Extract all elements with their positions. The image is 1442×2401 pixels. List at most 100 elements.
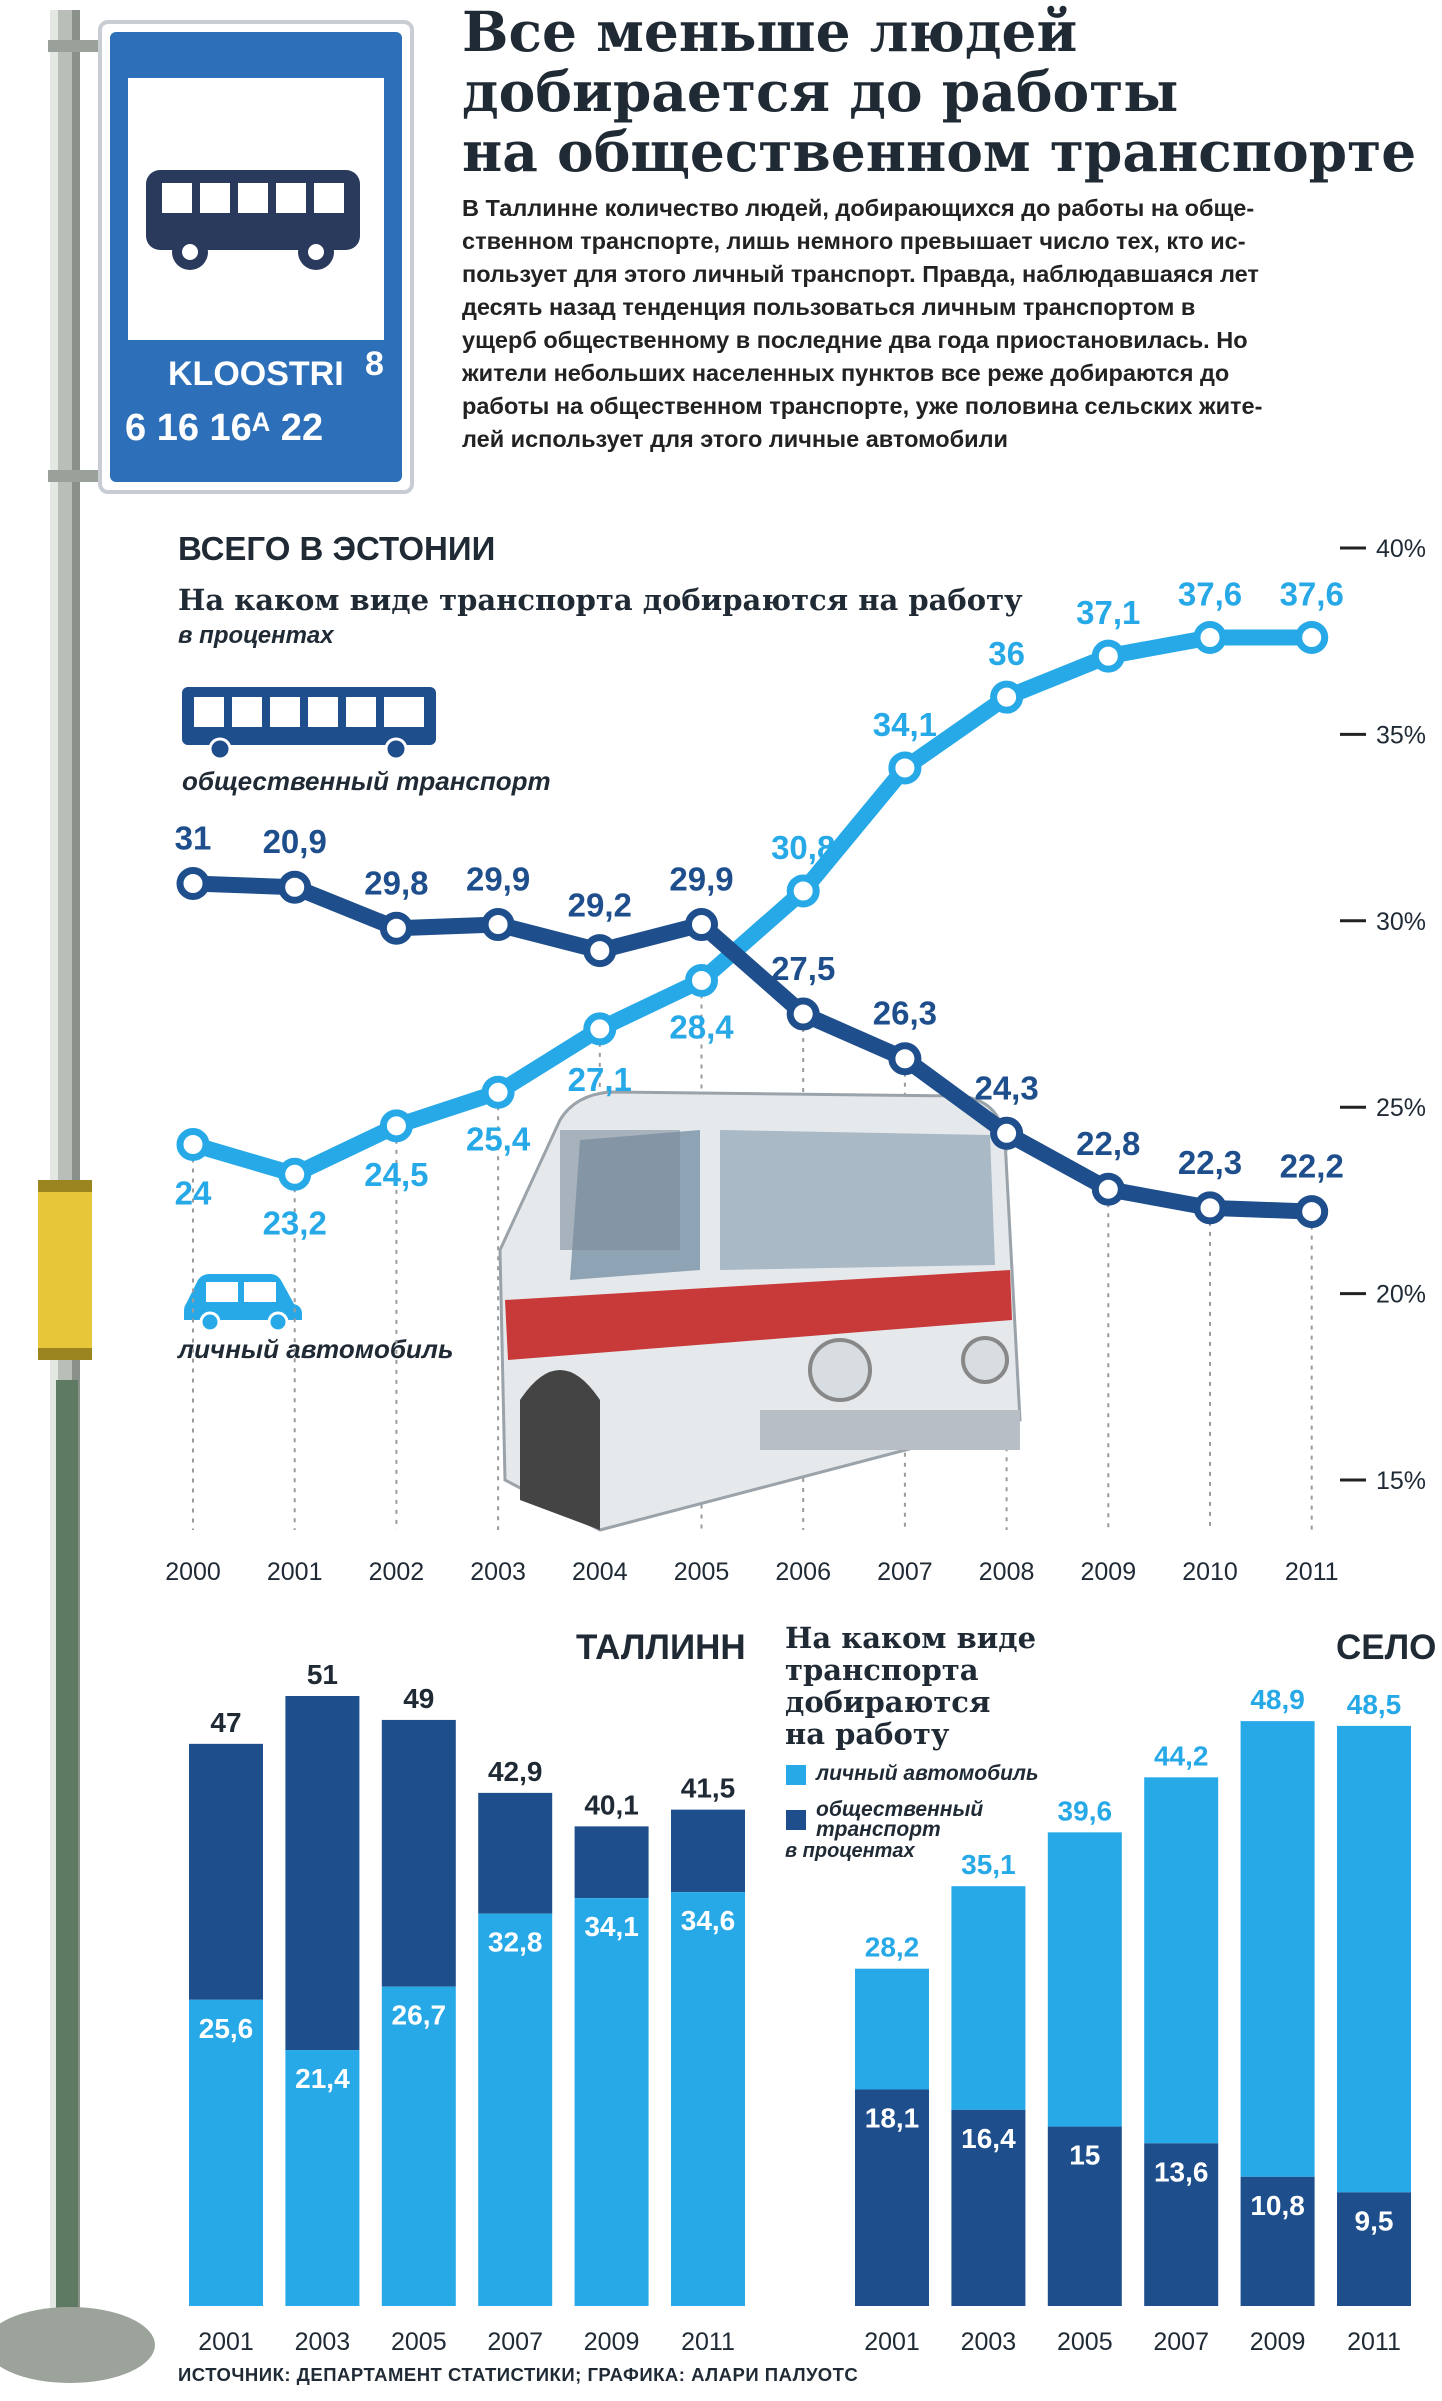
bar-total-label: 48,9 bbox=[1250, 1684, 1305, 1715]
intro-line: В Таллинне количество людей, добирающихс… bbox=[462, 195, 1255, 221]
bar-segment-car bbox=[1047, 1832, 1122, 2127]
legend-unit: в процентах bbox=[785, 1840, 915, 1862]
data-label-car: 27,1 bbox=[568, 1061, 632, 1098]
intro-line: лей использует для этого личные автомоби… bbox=[462, 426, 1008, 452]
section-unit: в процентах bbox=[178, 622, 334, 649]
bar-x-label: 2011 bbox=[681, 2328, 735, 2356]
bar-segment-label: 32,8 bbox=[488, 1927, 543, 1958]
y-tick-label: 30% bbox=[1376, 908, 1426, 936]
bar-segment-label: 34,6 bbox=[681, 1905, 736, 1936]
x-tick-label: 2003 bbox=[470, 1558, 526, 1586]
bar-total-label: 49 bbox=[403, 1683, 434, 1714]
section-question: На каком виде транспорта добираются на р… bbox=[178, 583, 1023, 617]
data-label-public: 22,2 bbox=[1280, 1148, 1344, 1185]
bar-segment-label: 9,5 bbox=[1355, 2205, 1394, 2236]
bar-segment-car bbox=[189, 1999, 263, 2306]
bus-sign-route-right: 8 bbox=[365, 345, 384, 383]
intro-line: жители небольших населенных пунктов все … bbox=[462, 360, 1230, 386]
data-point-public bbox=[685, 908, 718, 942]
bar-segment-car bbox=[285, 2050, 360, 2306]
data-point-car bbox=[1091, 639, 1125, 673]
section-title: ВСЕГО В ЭСТОНИИ bbox=[178, 530, 496, 567]
bar-total-label: 44,2 bbox=[1154, 1740, 1209, 1771]
bar-total-label: 41,5 bbox=[681, 1773, 736, 1804]
intro-line: десять назад тенденция пользоваться личн… bbox=[462, 294, 1196, 320]
x-tick-label: 2004 bbox=[572, 1558, 628, 1586]
data-label-public: 31 bbox=[175, 820, 212, 857]
bar-segment-label: 13,6 bbox=[1154, 2156, 1209, 2187]
source-credit: ИСТОЧНИК: ДЕПАРТАМЕНТ СТАТИСТИКИ; ГРАФИК… bbox=[178, 2364, 859, 2385]
bar-segment-label: 18,1 bbox=[865, 2103, 920, 2134]
bar-total-label: 51 bbox=[307, 1659, 338, 1690]
pole-yellow-band bbox=[38, 1180, 92, 1360]
x-tick-label: 2001 bbox=[267, 1558, 323, 1586]
title-line: на общественном транспорте bbox=[462, 119, 1417, 184]
data-point-public bbox=[278, 870, 312, 904]
data-point-public bbox=[583, 934, 617, 968]
y-tick-label: 20% bbox=[1376, 1281, 1426, 1309]
bar-segment-label: 21,4 bbox=[295, 2063, 350, 2094]
bar-segment-public bbox=[574, 1826, 649, 1899]
data-label-car: 30,8 bbox=[771, 829, 835, 866]
y-tick-label: 15% bbox=[1376, 1467, 1426, 1495]
bar-total-label: 48,5 bbox=[1347, 1689, 1402, 1720]
data-point-public bbox=[1091, 1172, 1125, 1206]
data-point-public bbox=[786, 997, 820, 1031]
bar-segment-public bbox=[1337, 2192, 1411, 2306]
legend-label-public-line: транспорт bbox=[816, 1818, 941, 1841]
data-label-car: 34,1 bbox=[873, 706, 937, 743]
data-label-public: 22,3 bbox=[1178, 1144, 1242, 1181]
series-line-car bbox=[185, 629, 1320, 1183]
data-label-car: 25,4 bbox=[466, 1120, 531, 1157]
intro-paragraph: В Таллинне количество людей, добирающихс… bbox=[462, 192, 1422, 456]
bar-x-label: 2003 bbox=[295, 2328, 351, 2356]
data-point-public bbox=[1193, 1191, 1227, 1225]
bar-segment-car bbox=[574, 1898, 649, 2306]
bar-x-label: 2003 bbox=[961, 2328, 1017, 2356]
data-label-car: 24,5 bbox=[364, 1156, 428, 1193]
bus-sign-routes: 6 16 16ᴬ 22 bbox=[125, 407, 323, 449]
bar-total-label: 35,1 bbox=[961, 1849, 1016, 1880]
page-title: Все меньше людей добирается до работы на… bbox=[462, 2, 1422, 182]
data-label-car: 24 bbox=[175, 1174, 212, 1211]
bar-x-label: 2009 bbox=[584, 2328, 640, 2356]
data-label-public: 29,9 bbox=[466, 861, 530, 898]
bus-stop-illustration: KLOOSTRI 8 6 16 16ᴬ 22 bbox=[0, 10, 414, 2383]
x-tick-label: 2002 bbox=[369, 1558, 425, 1586]
legend-label-public-line: общественный bbox=[816, 1798, 984, 1821]
bar-total-label: 40,1 bbox=[584, 1789, 639, 1820]
label-car: личный автомобиль bbox=[178, 1334, 454, 1364]
data-point-car bbox=[583, 1012, 617, 1046]
bus-icon bbox=[182, 687, 436, 761]
x-tick-label: 2008 bbox=[979, 1558, 1035, 1586]
bar-segment-label: 26,7 bbox=[392, 2000, 447, 2031]
title-line: Все меньше людей bbox=[462, 0, 1078, 64]
bar-segment-car bbox=[381, 1986, 456, 2306]
data-label-public: 24,3 bbox=[974, 1069, 1038, 1106]
intro-line: ущерб общественному в последние два года… bbox=[462, 327, 1248, 353]
series-line-public bbox=[185, 875, 1320, 1220]
y-tick-label: 35% bbox=[1376, 721, 1426, 749]
bar-segment-public bbox=[1047, 2126, 1122, 2306]
old-bus-photo bbox=[498, 1090, 1022, 1532]
title-line: добирается до работы bbox=[462, 59, 1179, 124]
data-point-car bbox=[786, 874, 820, 908]
bar-total-label: 42,9 bbox=[488, 1756, 543, 1787]
bar-segment-label: 15 bbox=[1069, 2140, 1100, 2171]
bar-x-label: 2005 bbox=[1057, 2328, 1113, 2356]
legend-swatch-car bbox=[786, 1765, 806, 1785]
bar-segment-public bbox=[285, 1696, 360, 2051]
y-tick-label: 25% bbox=[1376, 1094, 1426, 1122]
y-tick-label: 40% bbox=[1376, 535, 1426, 563]
data-point-car bbox=[1193, 620, 1227, 654]
data-point-car bbox=[990, 680, 1024, 714]
data-label-car: 37,1 bbox=[1076, 594, 1140, 631]
legend-question-line: добираются bbox=[785, 1685, 991, 1719]
car-icon bbox=[184, 1274, 302, 1332]
data-label-public: 20,9 bbox=[263, 823, 327, 860]
data-point-car bbox=[176, 1127, 210, 1161]
data-label-car: 36 bbox=[988, 635, 1025, 672]
bus-sign-stop-name: KLOOSTRI bbox=[168, 355, 344, 393]
x-tick-label: 2007 bbox=[877, 1558, 933, 1586]
bar-total-label: 47 bbox=[210, 1707, 241, 1738]
